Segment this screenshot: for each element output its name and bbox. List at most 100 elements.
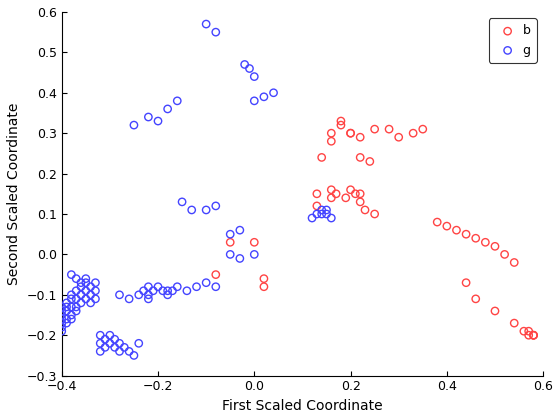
b bbox=[327, 186, 336, 193]
b bbox=[211, 271, 220, 278]
b bbox=[356, 199, 365, 205]
g bbox=[322, 207, 331, 213]
g bbox=[129, 352, 138, 359]
g bbox=[77, 279, 86, 286]
g bbox=[72, 304, 81, 310]
g bbox=[67, 291, 76, 298]
g bbox=[317, 207, 326, 213]
g bbox=[144, 291, 153, 298]
g bbox=[72, 307, 81, 314]
b bbox=[312, 190, 321, 197]
g bbox=[67, 304, 76, 310]
g bbox=[144, 296, 153, 302]
b bbox=[472, 296, 480, 302]
b bbox=[385, 126, 394, 132]
g bbox=[57, 316, 66, 323]
g bbox=[235, 227, 244, 234]
g bbox=[72, 296, 81, 302]
b bbox=[312, 202, 321, 209]
b bbox=[259, 284, 268, 290]
g bbox=[120, 344, 129, 351]
b bbox=[529, 332, 538, 339]
g bbox=[86, 299, 95, 306]
g bbox=[158, 287, 167, 294]
g bbox=[317, 211, 326, 218]
g bbox=[62, 307, 71, 314]
b bbox=[361, 207, 370, 213]
g bbox=[81, 275, 90, 282]
g bbox=[57, 312, 66, 318]
g bbox=[86, 291, 95, 298]
g bbox=[81, 287, 90, 294]
g bbox=[96, 332, 105, 339]
b bbox=[529, 332, 538, 339]
b bbox=[351, 190, 360, 197]
b bbox=[346, 130, 355, 136]
g bbox=[134, 291, 143, 298]
g bbox=[259, 93, 268, 100]
b bbox=[409, 130, 418, 136]
g bbox=[91, 287, 100, 294]
b bbox=[346, 130, 355, 136]
b bbox=[529, 332, 538, 339]
g bbox=[250, 97, 259, 104]
g bbox=[144, 284, 153, 290]
g bbox=[77, 299, 86, 306]
g bbox=[153, 118, 162, 124]
g bbox=[168, 287, 177, 294]
b bbox=[524, 332, 533, 339]
g bbox=[202, 279, 211, 286]
g bbox=[57, 304, 66, 310]
g bbox=[250, 251, 259, 258]
b bbox=[327, 138, 336, 144]
g bbox=[101, 344, 110, 351]
X-axis label: First Scaled Coordinate: First Scaled Coordinate bbox=[222, 399, 382, 413]
g bbox=[235, 255, 244, 262]
g bbox=[139, 287, 148, 294]
b bbox=[442, 223, 451, 229]
g bbox=[115, 348, 124, 355]
b bbox=[510, 259, 519, 266]
g bbox=[105, 340, 114, 346]
b bbox=[317, 154, 326, 161]
g bbox=[96, 348, 105, 355]
b bbox=[491, 307, 500, 314]
g bbox=[77, 291, 86, 298]
g bbox=[105, 332, 114, 339]
b bbox=[226, 239, 235, 246]
g bbox=[86, 284, 95, 290]
g bbox=[72, 287, 81, 294]
g bbox=[115, 340, 124, 346]
b bbox=[332, 190, 340, 197]
g bbox=[57, 320, 66, 326]
g bbox=[101, 336, 110, 343]
b bbox=[327, 130, 336, 136]
g bbox=[110, 344, 119, 351]
g bbox=[144, 114, 153, 121]
g bbox=[91, 279, 100, 286]
g bbox=[183, 287, 192, 294]
g bbox=[211, 202, 220, 209]
g bbox=[81, 296, 90, 302]
b bbox=[356, 154, 365, 161]
g bbox=[149, 287, 158, 294]
b bbox=[356, 134, 365, 141]
g bbox=[173, 97, 182, 104]
b bbox=[370, 126, 379, 132]
g bbox=[178, 199, 186, 205]
b bbox=[524, 328, 533, 335]
g bbox=[211, 284, 220, 290]
g bbox=[163, 291, 172, 298]
g bbox=[129, 122, 138, 129]
g bbox=[226, 231, 235, 238]
g bbox=[226, 251, 235, 258]
Legend: b, g: b, g bbox=[489, 18, 537, 63]
g bbox=[81, 279, 90, 286]
g bbox=[245, 65, 254, 72]
g bbox=[62, 299, 71, 306]
g bbox=[240, 61, 249, 68]
g bbox=[269, 89, 278, 96]
g bbox=[202, 207, 211, 213]
g bbox=[211, 29, 220, 36]
b bbox=[433, 219, 442, 226]
